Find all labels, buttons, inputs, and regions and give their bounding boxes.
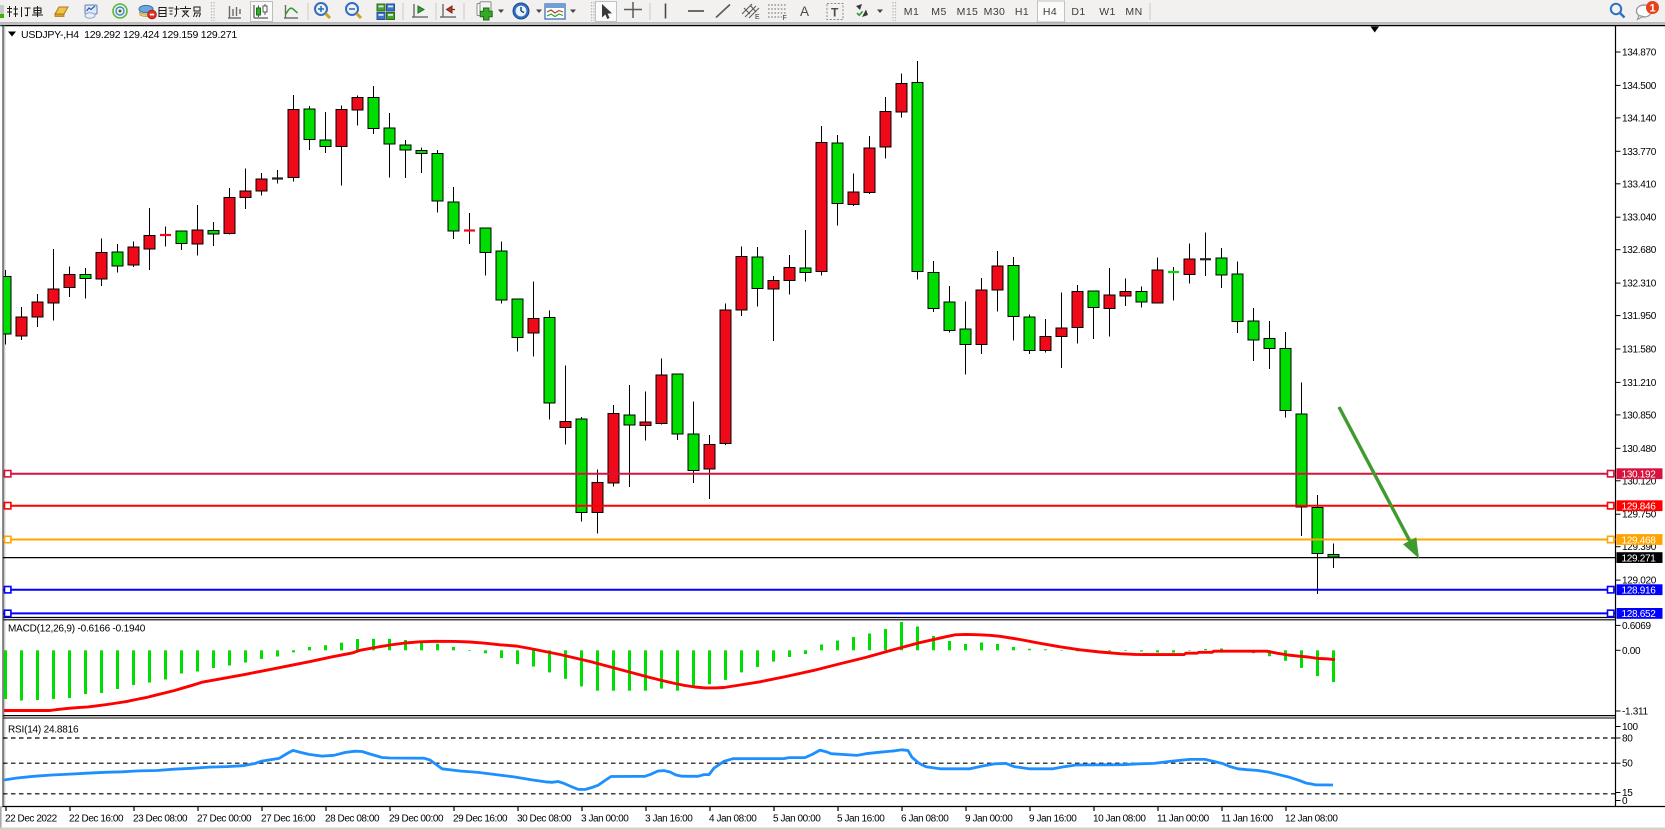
svg-text:H4: H4 — [1043, 6, 1057, 18]
svg-text:USDJPY-,H4 129.292 129.424 12: USDJPY-,H4 129.292 129.424 129.159 129.2… — [21, 29, 237, 41]
svg-text:9 Jan 16:00: 9 Jan 16:00 — [1029, 814, 1077, 825]
svg-text:E: E — [755, 14, 760, 21]
svg-text:131.950: 131.950 — [1622, 311, 1657, 322]
svg-text:4 Jan 08:00: 4 Jan 08:00 — [709, 814, 757, 825]
svg-text:134.870: 134.870 — [1622, 48, 1657, 59]
svg-text:134.140: 134.140 — [1622, 113, 1657, 124]
svg-text:M5: M5 — [931, 6, 946, 18]
svg-text:129.020: 129.020 — [1622, 576, 1657, 587]
svg-text:133.040: 133.040 — [1622, 213, 1657, 224]
svg-text:129.846: 129.846 — [1622, 502, 1657, 513]
svg-text:11 Jan 00:00: 11 Jan 00:00 — [1157, 814, 1210, 825]
svg-text:100: 100 — [1622, 722, 1639, 733]
svg-text:M1: M1 — [904, 6, 919, 18]
svg-text:80: 80 — [1622, 734, 1633, 745]
svg-text:128.652: 128.652 — [1622, 609, 1657, 620]
svg-text:27 Dec 16:00: 27 Dec 16:00 — [261, 814, 316, 825]
svg-text:MN: MN — [1125, 6, 1142, 18]
svg-text:131.210: 131.210 — [1622, 378, 1657, 389]
svg-text:130.850: 130.850 — [1622, 410, 1657, 421]
svg-text:5 Jan 16:00: 5 Jan 16:00 — [837, 814, 885, 825]
svg-text:29 Dec 16:00: 29 Dec 16:00 — [453, 814, 508, 825]
svg-text:132.310: 132.310 — [1622, 279, 1657, 290]
svg-text:-1.311: -1.311 — [1622, 707, 1649, 718]
svg-text:5 Jan 00:00: 5 Jan 00:00 — [773, 814, 821, 825]
svg-text:129.271: 129.271 — [1622, 553, 1657, 564]
svg-text:28 Dec 08:00: 28 Dec 08:00 — [325, 814, 380, 825]
svg-text:128.916: 128.916 — [1622, 586, 1657, 597]
svg-text:130.480: 130.480 — [1622, 444, 1657, 455]
svg-text:23 Dec 08:00: 23 Dec 08:00 — [133, 814, 188, 825]
svg-text:132.680: 132.680 — [1622, 245, 1657, 256]
svg-text:A: A — [800, 4, 809, 19]
svg-text:RSI(14) 24.8816: RSI(14) 24.8816 — [8, 725, 79, 736]
svg-text:131.580: 131.580 — [1622, 345, 1657, 356]
svg-text:129.750: 129.750 — [1622, 510, 1657, 521]
svg-text:129.468: 129.468 — [1622, 535, 1657, 546]
svg-text:22 Dec 2022: 22 Dec 2022 — [5, 814, 58, 825]
svg-text:H1: H1 — [1015, 6, 1029, 18]
svg-text:6 Jan 08:00: 6 Jan 08:00 — [901, 814, 949, 825]
svg-text:22 Dec 16:00: 22 Dec 16:00 — [69, 814, 124, 825]
svg-text:130.192: 130.192 — [1622, 470, 1657, 481]
svg-text:M15: M15 — [957, 6, 979, 18]
svg-text:0.00: 0.00 — [1622, 646, 1641, 657]
svg-text:134.500: 134.500 — [1622, 81, 1657, 92]
svg-text:11 Jan 16:00: 11 Jan 16:00 — [1221, 814, 1274, 825]
svg-text:M30: M30 — [984, 6, 1006, 18]
svg-text:0.6069: 0.6069 — [1622, 621, 1652, 632]
svg-text:W1: W1 — [1099, 6, 1116, 18]
svg-text:12 Jan 08:00: 12 Jan 08:00 — [1285, 814, 1338, 825]
svg-text:3 Jan 00:00: 3 Jan 00:00 — [581, 814, 629, 825]
svg-text:10 Jan 08:00: 10 Jan 08:00 — [1093, 814, 1146, 825]
svg-text:T: T — [831, 6, 839, 20]
svg-text:29 Dec 00:00: 29 Dec 00:00 — [389, 814, 444, 825]
svg-text:15: 15 — [1622, 788, 1633, 799]
svg-text:133.410: 133.410 — [1622, 179, 1657, 190]
svg-text:129.390: 129.390 — [1622, 542, 1657, 553]
svg-text:D1: D1 — [1071, 6, 1085, 18]
svg-text:50: 50 — [1622, 759, 1633, 770]
svg-text:30 Dec 08:00: 30 Dec 08:00 — [517, 814, 572, 825]
svg-text:0: 0 — [1622, 796, 1628, 807]
svg-text:27 Dec 00:00: 27 Dec 00:00 — [197, 814, 252, 825]
svg-text:3 Jan 16:00: 3 Jan 16:00 — [645, 814, 693, 825]
svg-text:MACD(12,26,9) -0.6166 -0.1940: MACD(12,26,9) -0.6166 -0.1940 — [8, 624, 146, 635]
svg-text:9 Jan 00:00: 9 Jan 00:00 — [965, 814, 1013, 825]
svg-text:F: F — [783, 15, 787, 22]
svg-text:130.120: 130.120 — [1622, 476, 1657, 487]
svg-text:1: 1 — [1649, 3, 1655, 15]
svg-text:133.770: 133.770 — [1622, 147, 1657, 158]
